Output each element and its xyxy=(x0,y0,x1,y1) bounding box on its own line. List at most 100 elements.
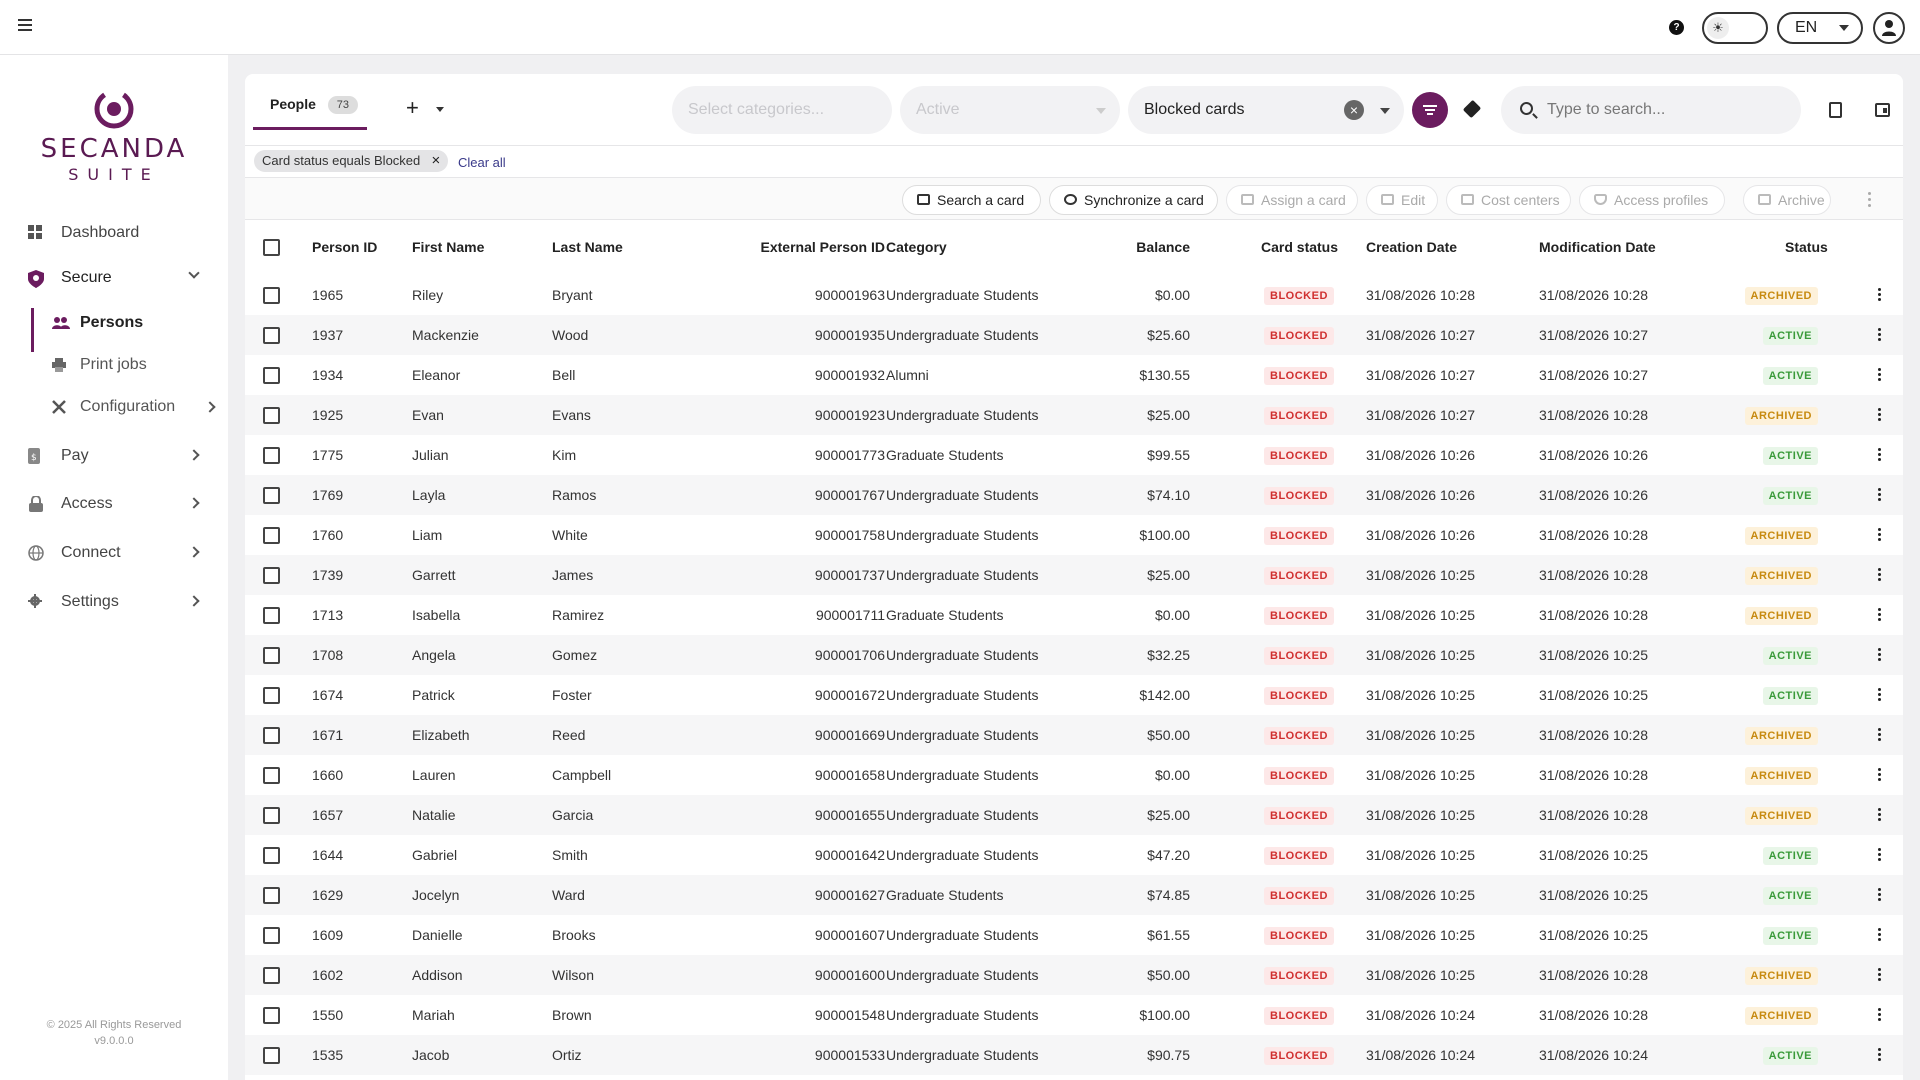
tab-people[interactable]: People 73 xyxy=(253,82,367,130)
categories-select[interactable]: Select categories... xyxy=(672,86,892,134)
row-checkbox[interactable] xyxy=(263,887,280,904)
cost-centers-button[interactable]: Cost centers xyxy=(1446,185,1571,215)
row-checkbox[interactable] xyxy=(263,327,280,344)
row-menu-icon[interactable] xyxy=(1878,1048,1881,1063)
row-checkbox[interactable] xyxy=(263,607,280,624)
sidebar-item-configuration[interactable]: Configuration xyxy=(32,390,216,424)
table-row[interactable]: 1629 Jocelyn Ward 900001627 Graduate Student… xyxy=(245,875,1903,915)
menu-icon[interactable] xyxy=(18,19,32,31)
sidebar-item-print-jobs[interactable]: Print jobs xyxy=(32,348,212,382)
table-row[interactable]: 1934 Eleanor Bell 900001932 Alumni $130.55 BLO… xyxy=(245,355,1903,395)
row-menu-icon[interactable] xyxy=(1878,688,1881,703)
eraser-icon[interactable] xyxy=(1462,99,1482,119)
row-checkbox[interactable] xyxy=(263,487,280,504)
header-first-name[interactable]: First Name xyxy=(412,239,485,255)
row-menu-icon[interactable] xyxy=(1878,448,1881,463)
row-checkbox[interactable] xyxy=(263,367,280,384)
archive-button[interactable]: Archive xyxy=(1743,185,1831,215)
access-profiles-button[interactable]: Access profiles xyxy=(1579,185,1725,215)
row-checkbox[interactable] xyxy=(263,767,280,784)
row-menu-icon[interactable] xyxy=(1878,768,1881,783)
row-checkbox[interactable] xyxy=(263,567,280,584)
more-actions-icon[interactable] xyxy=(1868,192,1871,210)
sync-card-button[interactable]: Synchronize a card xyxy=(1049,185,1218,215)
table-row[interactable]: 1775 Julian Kim 900001773 Graduate Students $… xyxy=(245,435,1903,475)
row-checkbox[interactable] xyxy=(263,927,280,944)
filter-button[interactable] xyxy=(1412,92,1448,128)
row-menu-icon[interactable] xyxy=(1878,608,1881,623)
sidebar-item-pay[interactable]: $ Pay xyxy=(0,437,228,475)
table-row[interactable]: 1937 Mackenzie Wood 900001935 Undergraduate … xyxy=(245,315,1903,355)
row-checkbox[interactable] xyxy=(263,447,280,464)
theme-toggle[interactable]: ☀ xyxy=(1702,12,1768,44)
assign-card-button[interactable]: Assign a card xyxy=(1226,185,1358,215)
chevron-down-icon[interactable] xyxy=(436,107,444,112)
language-select[interactable]: EN xyxy=(1777,12,1863,44)
header-external-id[interactable]: External Person ID xyxy=(760,239,886,255)
clear-icon[interactable]: × xyxy=(1344,100,1364,120)
help-icon[interactable]: ? xyxy=(1669,20,1684,35)
table-row[interactable]: 1713 Isabella Ramirez 900001711 Graduate Stu… xyxy=(245,595,1903,635)
row-checkbox[interactable] xyxy=(263,407,280,424)
table-row[interactable]: 1550 Mariah Brown 900001548 Undergraduate St… xyxy=(245,995,1903,1035)
row-checkbox[interactable] xyxy=(263,647,280,664)
row-checkbox[interactable] xyxy=(263,847,280,864)
edit-button[interactable]: Edit xyxy=(1366,185,1438,215)
sidebar-item-dashboard[interactable]: Dashboard xyxy=(0,214,228,252)
row-menu-icon[interactable] xyxy=(1878,968,1881,983)
add-tab-button[interactable]: + xyxy=(406,95,419,120)
row-checkbox[interactable] xyxy=(263,967,280,984)
header-card-status[interactable]: Card status xyxy=(1261,239,1339,255)
sidebar-item-settings[interactable]: Settings xyxy=(0,583,228,621)
table-row[interactable]: 1609 Danielle Brooks 900001607 Undergraduate… xyxy=(245,915,1903,955)
select-all-checkbox[interactable] xyxy=(263,239,280,256)
header-modification-date[interactable]: Modification Date xyxy=(1539,239,1656,255)
row-checkbox[interactable] xyxy=(263,287,280,304)
row-menu-icon[interactable] xyxy=(1878,408,1881,423)
table-row[interactable]: 1674 Patrick Foster 900001672 Undergraduate … xyxy=(245,675,1903,715)
table-row[interactable]: 1535 Jacob Ortiz 900001533 Undergraduate Stu… xyxy=(245,1035,1903,1075)
row-checkbox[interactable] xyxy=(263,527,280,544)
row-menu-icon[interactable] xyxy=(1878,1008,1881,1023)
row-menu-icon[interactable] xyxy=(1878,528,1881,543)
row-menu-icon[interactable] xyxy=(1878,568,1881,583)
status-select[interactable]: Active xyxy=(900,86,1120,134)
row-menu-icon[interactable] xyxy=(1878,488,1881,503)
row-menu-icon[interactable] xyxy=(1878,648,1881,663)
row-checkbox[interactable] xyxy=(263,1007,280,1024)
card-filter-select[interactable]: Blocked cards × xyxy=(1128,86,1404,134)
table-row[interactable]: 1644 Gabriel Smith 900001642 Undergraduate S… xyxy=(245,835,1903,875)
table-row[interactable]: 1925 Evan Evans 900001923 Undergraduate Stud… xyxy=(245,395,1903,435)
close-icon[interactable]: × xyxy=(431,152,441,169)
table-row[interactable]: 1739 Garrett James 900001737 Undergraduate S… xyxy=(245,555,1903,595)
header-person-id[interactable]: Person ID xyxy=(312,239,378,255)
row-menu-icon[interactable] xyxy=(1878,368,1881,383)
table-row[interactable]: 1708 Angela Gomez 900001706 Undergraduate St… xyxy=(245,635,1903,675)
row-menu-icon[interactable] xyxy=(1878,328,1881,343)
header-last-name[interactable]: Last Name xyxy=(552,239,623,255)
search-card-button[interactable]: Search a card xyxy=(902,185,1041,215)
table-row[interactable]: 1657 Natalie Garcia 900001655 Undergraduate … xyxy=(245,795,1903,835)
header-status[interactable]: Status xyxy=(1785,239,1828,255)
row-menu-icon[interactable] xyxy=(1878,808,1881,823)
sidebar-item-persons[interactable]: Persons xyxy=(32,306,212,340)
row-menu-icon[interactable] xyxy=(1878,728,1881,743)
row-checkbox[interactable] xyxy=(263,807,280,824)
header-creation-date[interactable]: Creation Date xyxy=(1366,239,1458,255)
sidebar-item-secure[interactable]: Secure xyxy=(0,259,228,297)
user-avatar-icon[interactable] xyxy=(1873,12,1905,44)
table-row[interactable]: 1671 Elizabeth Reed 900001669 Undergraduate … xyxy=(245,715,1903,755)
search-input[interactable]: Type to search... xyxy=(1501,86,1801,134)
columns-icon[interactable] xyxy=(1875,103,1890,117)
table-row[interactable]: 1602 Addison Wilson 900001600 Undergraduate … xyxy=(245,955,1903,995)
table-row[interactable]: 1760 Liam White 900001758 Undergraduate Stud… xyxy=(245,515,1903,555)
row-menu-icon[interactable] xyxy=(1878,928,1881,943)
clear-all-link[interactable]: Clear all xyxy=(458,155,506,170)
export-document-icon[interactable] xyxy=(1829,102,1842,118)
row-checkbox[interactable] xyxy=(263,1047,280,1064)
header-balance[interactable]: Balance xyxy=(1136,239,1190,255)
row-menu-icon[interactable] xyxy=(1878,288,1881,303)
row-menu-icon[interactable] xyxy=(1878,848,1881,863)
row-checkbox[interactable] xyxy=(263,687,280,704)
table-row[interactable]: 1965 Riley Bryant 900001963 Undergraduate St… xyxy=(245,275,1903,315)
